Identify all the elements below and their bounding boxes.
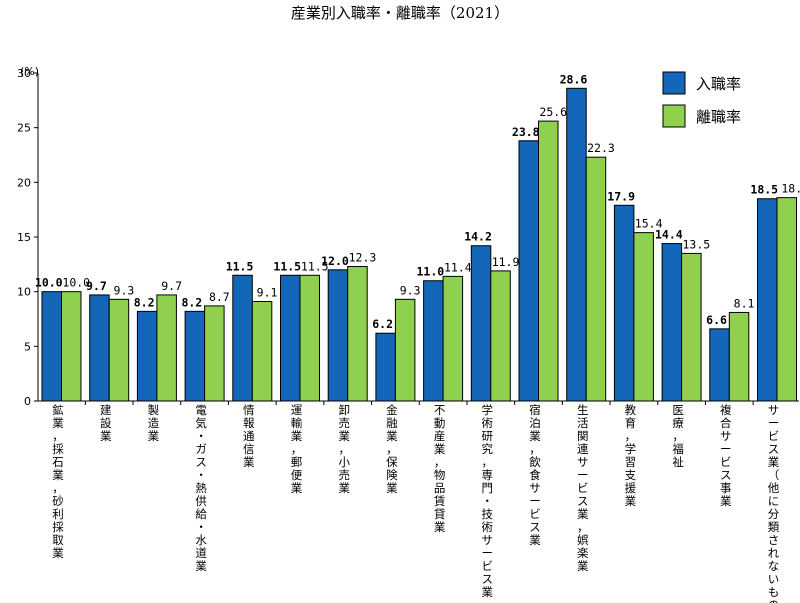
entry-rate-label: 17.9	[607, 189, 635, 203]
category-label: 宿泊業，飲食サービス業	[529, 403, 541, 547]
separation-rate-label: 9.1	[257, 286, 278, 300]
entry-rate-label: 6.6	[706, 313, 727, 327]
bar-separation-rate	[681, 252, 702, 402]
separation-rate-label: 11.5	[301, 259, 329, 273]
separation-rate-label: 9.3	[400, 283, 421, 297]
y-tick-label: 20	[17, 176, 31, 189]
bar-entry-rate	[280, 274, 301, 402]
separation-rate-label: 9.7	[161, 279, 182, 293]
category-label: 電気・ガス・熱供給・水道業	[195, 403, 207, 573]
bar-separation-rate	[633, 232, 654, 402]
category-labels: 鉱業，採石業，砂利採取業 建設業 製造業 電気・ガス・熱供給・水道業 情報通信業 運輸業，…	[52, 403, 780, 603]
bar-entry-rate	[327, 269, 349, 402]
legend-swatch-entry	[662, 71, 686, 95]
category-label: 鉱業，採石業，砂利採取業	[52, 403, 64, 560]
separation-rate-label: 11.9	[492, 255, 520, 269]
bar-separation-rate	[538, 120, 559, 402]
axes: 0 5 10 15 20 25 30(%)	[17, 65, 799, 408]
entry-rate-label: 11.5	[226, 259, 254, 273]
bar-separation-rate	[347, 266, 368, 402]
entry-rate-label: 23.8	[512, 125, 540, 139]
bar-separation-rate	[251, 301, 273, 402]
bar-separation-rate	[204, 305, 225, 402]
entry-rate-label: 9.7	[86, 279, 107, 293]
separation-rate-label: 13.5	[682, 237, 710, 251]
category-label: 学術研究，専門・技術サービス業	[482, 403, 494, 599]
category-label: 生活関連サービス業，娯楽業	[577, 403, 589, 573]
separation-rate-label: 15.4	[635, 217, 663, 231]
legend-swatch-separation	[662, 104, 686, 128]
bar-entry-rate	[232, 274, 253, 402]
bar-separation-rate	[394, 298, 416, 402]
separation-rate-label: 22.3	[587, 141, 615, 155]
legend-label-entry: 入職率	[696, 75, 741, 93]
y-tick-label: 30	[17, 67, 31, 80]
y-tick-label: 15	[17, 231, 31, 244]
bar-entry-rate	[709, 328, 730, 402]
category-label: 複合サービス事業	[720, 403, 732, 508]
entry-rate-label: 12.0	[321, 254, 349, 268]
category-label: サービス業（他に分類されないもの）	[768, 403, 780, 603]
separation-rate-label: 12.3	[349, 251, 377, 265]
y-axis-unit: (%)	[20, 65, 39, 78]
entry-rate-label: 8.2	[181, 295, 202, 309]
bar-entry-rate	[566, 87, 587, 402]
category-label: 情報通信業	[243, 403, 255, 469]
bar-separation-rate	[156, 294, 177, 402]
bar-separation-rate	[61, 291, 82, 402]
bar-entry-rate	[41, 291, 62, 402]
entry-rate-label: 11.5	[273, 259, 301, 273]
legend-label-separation: 離職率	[696, 108, 741, 126]
separation-rate-label: 25.6	[539, 105, 567, 119]
y-tick-label: 10	[17, 286, 31, 299]
bar-entry-rate	[423, 280, 444, 402]
separation-rate-label: 11.4	[444, 260, 472, 274]
separation-rate-label: 18.	[781, 182, 800, 196]
entry-rate-label: 14.4	[655, 228, 683, 242]
separation-rate-label: 8.7	[209, 290, 230, 304]
category-label: 建設業	[100, 403, 112, 443]
bar-entry-rate	[89, 294, 110, 402]
bar-entry-rate	[375, 332, 396, 402]
entry-rate-label: 18.5	[750, 183, 778, 197]
category-label: 医療，福祉	[672, 403, 684, 469]
entry-rate-label: 10.0	[35, 276, 63, 290]
bar-separation-rate	[490, 270, 511, 402]
separation-rate-label: 8.1	[734, 296, 755, 310]
category-label: 金融業，保険業	[386, 403, 398, 495]
bar-separation-rate	[299, 274, 320, 402]
bar-entry-rate	[661, 243, 683, 402]
bar-separation-rate	[442, 275, 464, 402]
category-label: 教育，学習支援業	[625, 403, 637, 508]
entry-rate-label: 28.6	[560, 72, 588, 86]
entry-rate-label: 14.2	[464, 230, 492, 244]
bar-separation-rate	[108, 298, 130, 402]
chart-title: 産業別入職率・離職率（2021）	[290, 4, 510, 22]
bar-entry-rate	[470, 245, 492, 402]
y-tick-label: 0	[24, 395, 31, 408]
bar-entry-rate	[613, 204, 635, 402]
entry-rate-label: 6.2	[372, 317, 393, 331]
category-label: 不動産業，物品賃貸業	[434, 403, 446, 534]
entry-rate-label: 8.2	[134, 295, 155, 309]
data-labels: 10.0 10.09.7 9.38.29.78.2 8.711.59.111.5 11.…	[35, 72, 800, 331]
bar-separation-rate	[585, 156, 607, 402]
bar-entry-rate	[518, 140, 539, 402]
bar-entry-rate	[136, 310, 158, 402]
y-tick-label: 25	[17, 122, 31, 135]
bars	[41, 87, 797, 402]
category-label: 卸売業，小売業	[338, 403, 350, 495]
bar-separation-rate	[728, 311, 750, 402]
y-tick-label: 5	[24, 340, 31, 353]
entry-rate-label: 11.0	[416, 265, 444, 279]
separation-rate-label: 9.3	[114, 283, 135, 297]
separation-rate-label: 10.0	[62, 276, 90, 290]
bar-entry-rate	[184, 310, 206, 402]
bar-entry-rate	[757, 198, 778, 402]
category-label: 製造業	[148, 403, 160, 443]
category-label: 運輸業，郵便業	[291, 403, 303, 495]
bar-separation-rate	[776, 197, 797, 402]
